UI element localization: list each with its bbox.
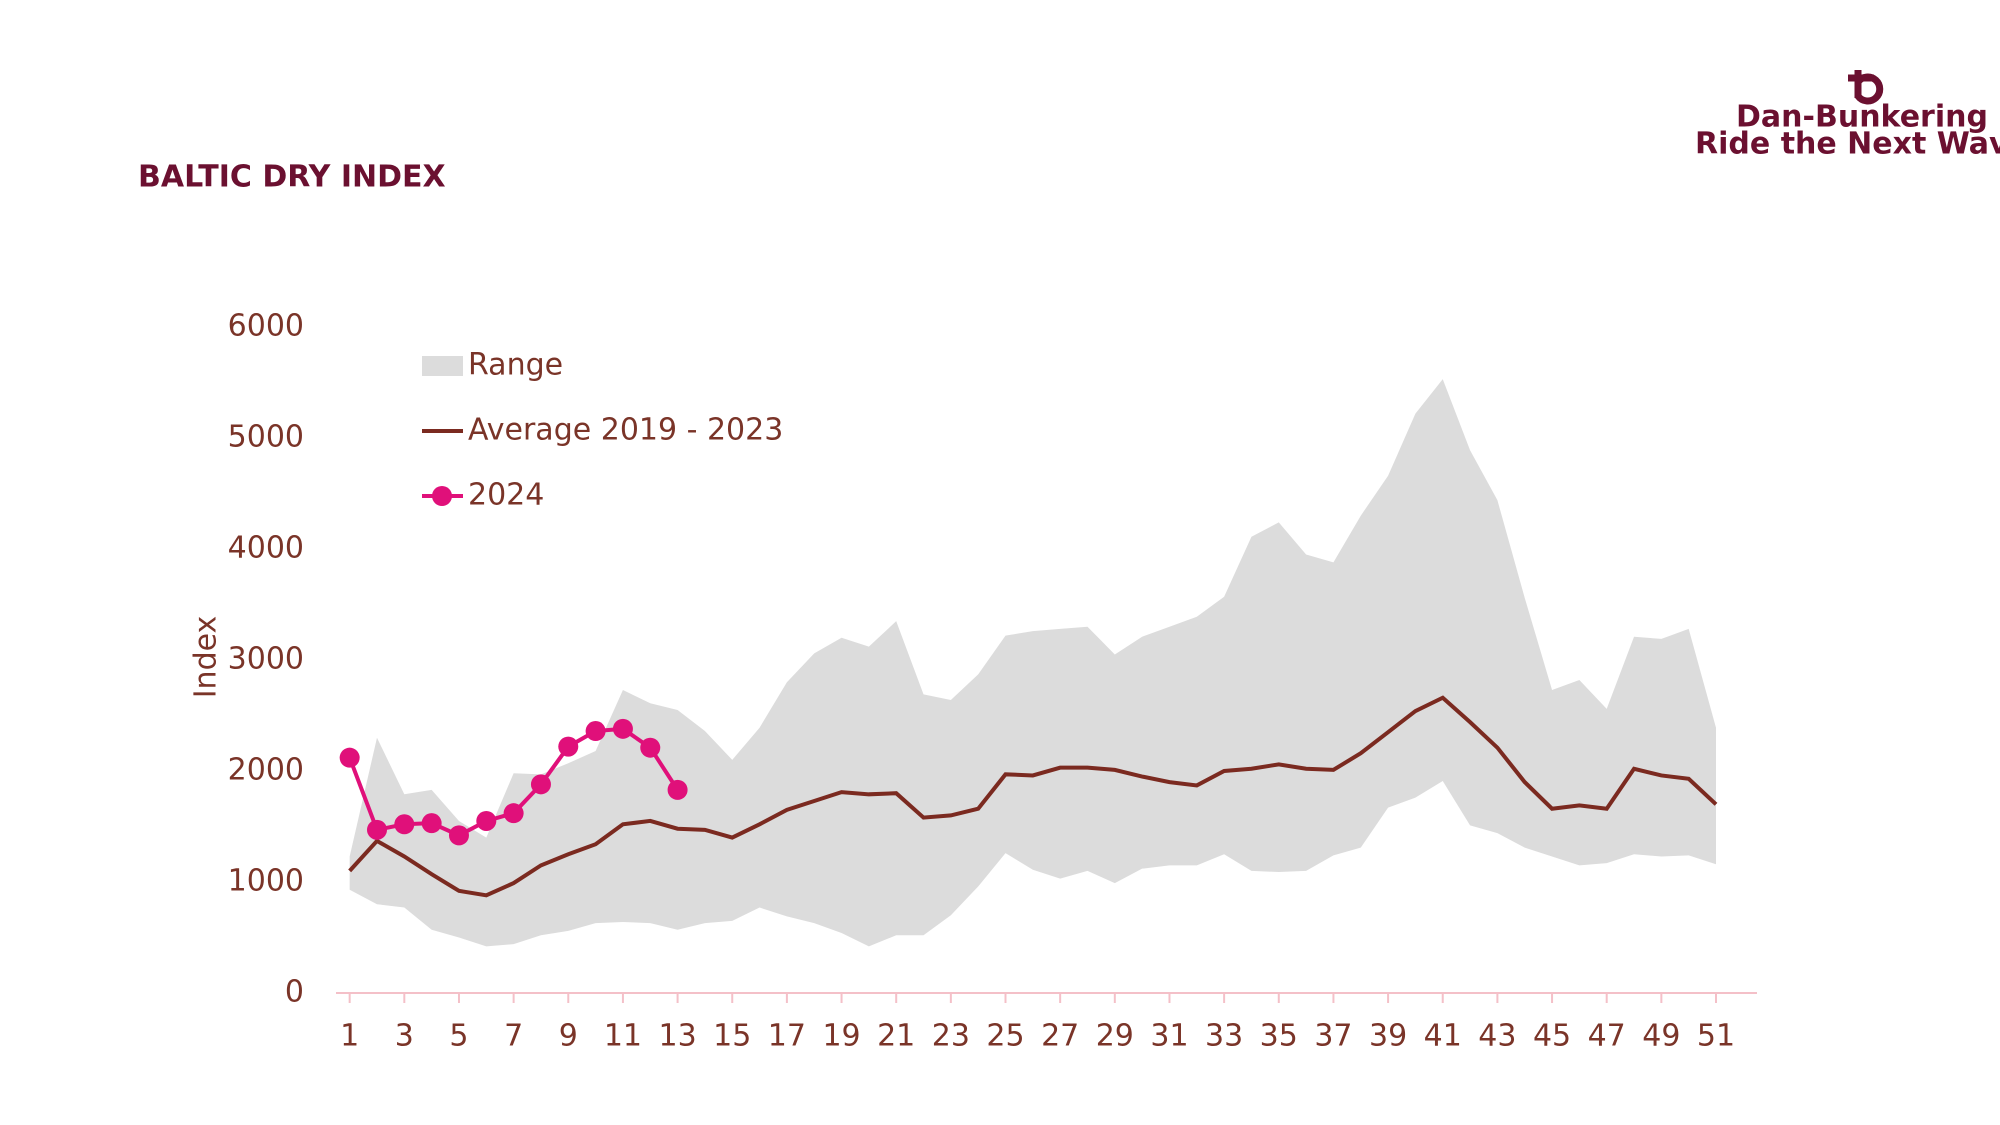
x-tick-label: 5 (449, 1019, 468, 1054)
point (667, 779, 688, 800)
x-tick-label: 29 (1096, 1019, 1134, 1054)
x-tick-label: 41 (1424, 1019, 1462, 1054)
x-tick-label: 1 (340, 1019, 359, 1054)
x-tick-label: 7 (504, 1019, 523, 1054)
x-tick-label: 35 (1260, 1019, 1298, 1054)
y-tick-label: 1000 (228, 864, 304, 899)
logo: Dan-Bunkering Ride the Next Wave (1695, 70, 2000, 162)
x-tick-label: 19 (822, 1019, 860, 1054)
point (339, 747, 360, 768)
series-line (348, 695, 1718, 898)
x-tick-label: 33 (1205, 1019, 1243, 1054)
point (530, 774, 551, 795)
x-tick-label: 49 (1642, 1019, 1680, 1054)
point (366, 819, 387, 840)
point (476, 810, 497, 831)
point (585, 721, 606, 742)
point (394, 814, 415, 835)
x-tick-label: 45 (1533, 1019, 1571, 1054)
x-tick-label: 27 (1041, 1019, 1079, 1054)
x-tick-label: 37 (1314, 1019, 1352, 1054)
chart-title: BALTIC DRY INDEX (138, 160, 446, 195)
x-tick-label: 13 (658, 1019, 696, 1054)
x-tick-label: 23 (932, 1019, 970, 1054)
point (640, 737, 661, 758)
y-tick-label: 0 (285, 975, 304, 1010)
point (421, 813, 442, 834)
x-tick-label: 15 (713, 1019, 751, 1054)
x-tick-label: 9 (559, 1019, 578, 1054)
x-tick-label: 47 (1588, 1019, 1626, 1054)
x-tick-label: 11 (604, 1019, 642, 1054)
x-tick-label: 21 (877, 1019, 915, 1054)
legend-label: 2024 (468, 478, 544, 513)
logo-tagline: Ride the Next Wave (1695, 127, 2000, 162)
legend-swatch (422, 356, 463, 376)
x-tick-label: 3 (395, 1019, 414, 1054)
legend-marker (432, 486, 452, 506)
y-tick-label: 6000 (228, 309, 304, 344)
x-tick-label: 17 (768, 1019, 806, 1054)
logo-name: Dan-Bunkering (1736, 100, 1988, 135)
point (448, 825, 469, 846)
y-axis-label: Index (189, 616, 224, 699)
point (503, 803, 524, 824)
point (612, 718, 633, 739)
x-tick-label: 51 (1697, 1019, 1735, 1054)
legend-label: Average 2019 - 2023 (468, 413, 783, 448)
y-tick-label: 3000 (228, 642, 304, 677)
point (558, 736, 579, 757)
logo-icon (1848, 70, 1884, 105)
y-tick-label: 2000 (228, 753, 304, 788)
legend-label: Range (468, 348, 563, 383)
x-tick-label: 25 (986, 1019, 1024, 1054)
range-area (349, 379, 1717, 947)
x-tick-label: 31 (1150, 1019, 1188, 1054)
x-tick-label: 39 (1369, 1019, 1407, 1054)
x-tick-label: 43 (1478, 1019, 1516, 1054)
y-tick-label: 4000 (228, 531, 304, 566)
y-tick-label: 5000 (228, 420, 304, 455)
